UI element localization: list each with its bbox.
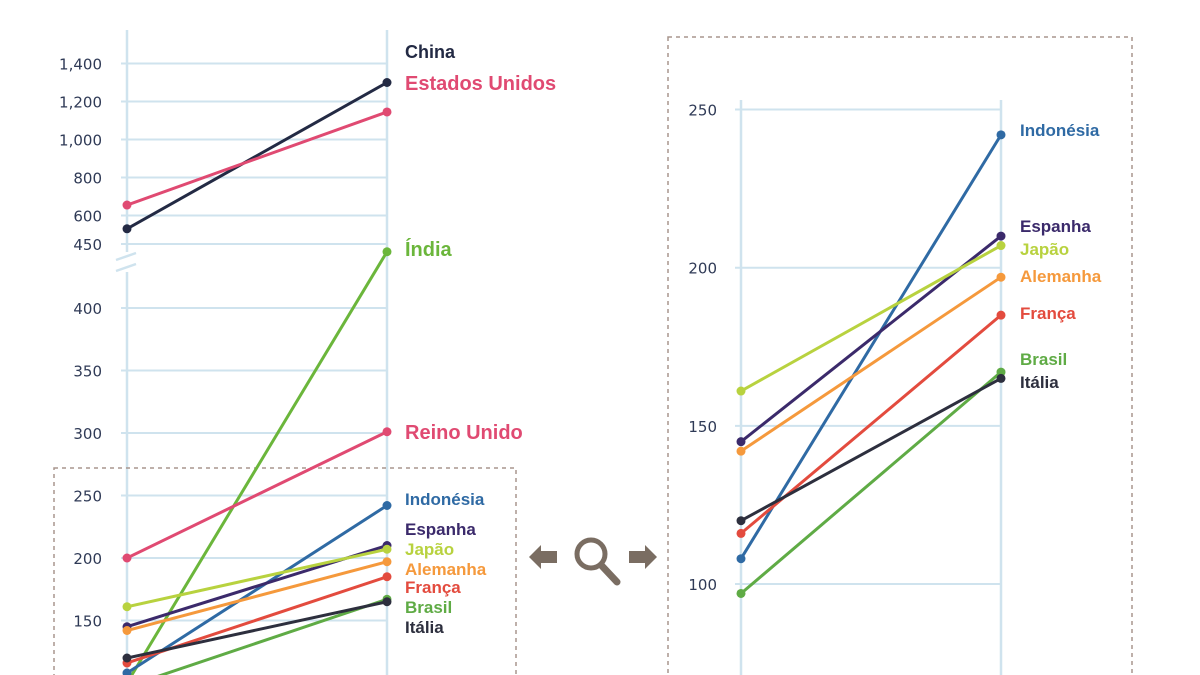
left-y-tick-label: 1,400 <box>59 56 102 74</box>
axis-break-mark <box>115 251 137 262</box>
right-italia-label: Itália <box>1020 373 1059 392</box>
left-japao-end-point <box>382 544 392 554</box>
arrow-left-icon <box>529 545 557 569</box>
right-alemanha-end-point <box>996 272 1006 282</box>
left-alemanha-start-point <box>122 626 132 635</box>
left-reino-unido-end-point <box>382 427 392 437</box>
left-indonesia-start-point <box>122 668 132 675</box>
left-italia-end-point <box>382 597 392 607</box>
right-italia-line <box>740 377 1002 523</box>
right-japao-label: Japão <box>1020 240 1069 259</box>
right-y-tick-label: 100 <box>688 576 717 594</box>
left-china-end-point <box>382 78 392 87</box>
right-indonesia-start-point <box>736 554 746 564</box>
right-franca-start-point <box>736 528 746 538</box>
left-china-label: China <box>405 42 456 62</box>
left-reino-unido-start-point <box>122 553 132 563</box>
left-alemanha-line <box>126 560 388 632</box>
left-franca-label: França <box>405 578 461 597</box>
right-y-tick-label: 200 <box>688 260 717 278</box>
left-estados-unidos-end-point <box>382 107 392 117</box>
zoomed-panel-box <box>667 36 1133 675</box>
left-china-line <box>126 81 388 231</box>
axis-break-gap <box>114 252 140 272</box>
right-alemanha-line <box>740 275 1002 453</box>
left-italia-label: Itália <box>405 618 444 637</box>
left-espanha-label: Espanha <box>405 520 476 539</box>
left-india-end-point <box>382 247 392 257</box>
left-alemanha-end-point <box>382 557 392 567</box>
right-japao-end-point <box>996 241 1006 251</box>
right-italia-start-point <box>736 516 746 526</box>
left-brasil-label: Brasil <box>405 598 452 617</box>
left-y-tick-label: 450 <box>73 236 102 254</box>
right-y-tick-label: 150 <box>688 418 717 436</box>
magnifier-icon <box>574 537 608 571</box>
left-alemanha-label: Alemanha <box>405 560 487 579</box>
right-brasil-line <box>740 370 1002 595</box>
magnifier-handle <box>598 562 621 586</box>
left-y-tick-label: 800 <box>73 170 102 188</box>
axis-break-mark <box>115 262 137 273</box>
zoom-indicator <box>529 537 657 586</box>
right-espanha-end-point <box>996 231 1006 241</box>
right-franca-end-point <box>996 310 1006 320</box>
left-franca-end-point <box>382 572 392 582</box>
left-estados-unidos-line <box>126 110 388 207</box>
left-japao-line <box>126 547 388 609</box>
left-y-tick-label: 350 <box>73 363 102 381</box>
right-indonesia-label: Indonésia <box>1020 121 1100 140</box>
right-indonesia-end-point <box>996 130 1006 140</box>
left-india-line <box>130 250 389 675</box>
left-y-tick-label: 1,000 <box>59 132 102 150</box>
right-espanha-start-point <box>736 437 746 447</box>
left-china-start-point <box>122 224 132 234</box>
right-japao-line <box>740 244 1002 393</box>
left-reino-unido-label: Reino Unido <box>405 422 523 444</box>
left-japao-start-point <box>122 602 132 612</box>
right-indonesia-line <box>739 134 1003 560</box>
left-y-tick-label: 200 <box>73 550 102 568</box>
right-series-group: Indonésia Espanha Japão Alemanha França Brasi… <box>736 121 1102 598</box>
left-japao-label: Japão <box>405 540 454 559</box>
left-y-tick-label: 150 <box>73 613 102 631</box>
right-espanha-label: Espanha <box>1020 217 1091 236</box>
right-brasil-start-point <box>736 588 746 598</box>
arrow-right-icon <box>629 545 657 569</box>
zoom-region-box <box>53 467 517 675</box>
left-chart-grid: 1,400 1,200 1,000 800 600 450 400 350 300 250 200 1… <box>59 30 389 675</box>
left-indonesia-label: Indonésia <box>405 490 485 509</box>
right-alemanha-label: Alemanha <box>1020 267 1102 286</box>
left-italia-line <box>126 600 388 660</box>
left-y-tick-label: 600 <box>73 208 102 226</box>
right-franca-label: França <box>1020 304 1076 323</box>
left-brasil-line <box>157 597 388 675</box>
left-y-tick-label: 300 <box>73 425 102 443</box>
left-estados-unidos-label: Estados Unidos <box>405 73 556 95</box>
right-alemanha-start-point <box>736 446 746 456</box>
right-japao-start-point <box>736 386 746 396</box>
left-india-label: Índia <box>405 238 453 261</box>
left-reino-unido-line <box>126 430 388 560</box>
left-indonesia-line <box>126 504 388 675</box>
right-brasil-label: Brasil <box>1020 350 1067 369</box>
left-y-tick-label: 250 <box>73 488 102 506</box>
left-series-group: China Estados Unidos Índia Reino Unido Indon… <box>122 42 556 675</box>
left-estados-unidos-start-point <box>122 200 132 210</box>
right-y-tick-label: 250 <box>688 102 717 120</box>
left-italia-start-point <box>122 653 132 663</box>
right-brasil-end-point <box>996 367 1006 377</box>
left-y-tick-label: 400 <box>73 300 102 318</box>
right-italia-end-point <box>996 373 1006 383</box>
left-y-tick-label: 1,200 <box>59 94 102 112</box>
left-indonesia-end-point <box>382 501 392 510</box>
